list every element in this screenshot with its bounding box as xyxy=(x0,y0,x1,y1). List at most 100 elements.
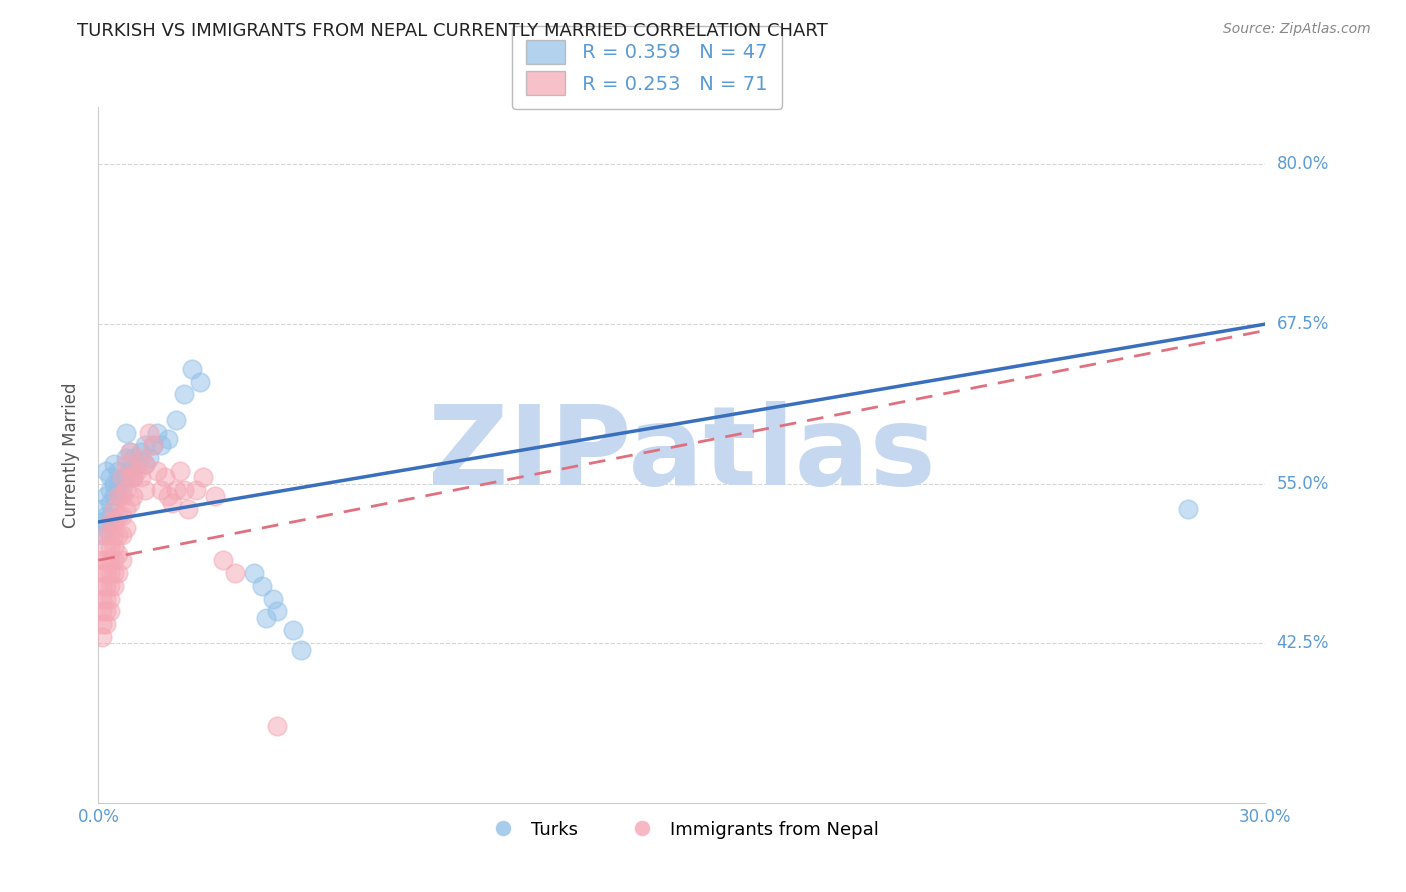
Point xyxy=(266,719,288,733)
Point xyxy=(134,438,156,452)
Point xyxy=(91,553,114,567)
Point xyxy=(118,496,141,510)
Point xyxy=(134,483,156,497)
Point xyxy=(290,642,312,657)
Point xyxy=(103,566,125,580)
Point xyxy=(91,566,114,580)
Point xyxy=(111,490,134,504)
Point xyxy=(103,490,125,504)
Point xyxy=(122,490,145,504)
Point xyxy=(103,476,125,491)
Point xyxy=(98,496,121,510)
Point xyxy=(107,566,129,580)
Point xyxy=(91,527,114,541)
Point xyxy=(91,604,114,618)
Point xyxy=(103,553,125,567)
Point xyxy=(103,458,125,472)
Point xyxy=(96,508,118,523)
Point xyxy=(129,470,152,484)
Text: 80.0%: 80.0% xyxy=(1277,155,1329,173)
Point xyxy=(173,483,195,497)
Point xyxy=(118,444,141,458)
Point xyxy=(122,470,145,484)
Point xyxy=(96,553,118,567)
Point xyxy=(165,483,187,497)
Point xyxy=(96,527,118,541)
Point xyxy=(266,604,288,618)
Point xyxy=(129,444,152,458)
Point xyxy=(98,591,121,606)
Text: 55.0%: 55.0% xyxy=(1277,475,1329,492)
Point xyxy=(193,470,215,484)
Point xyxy=(98,541,121,555)
Point xyxy=(134,458,156,472)
Point xyxy=(103,515,125,529)
Point xyxy=(111,483,134,497)
Point xyxy=(98,553,121,567)
Point xyxy=(103,541,125,555)
Text: 42.5%: 42.5% xyxy=(1277,634,1329,652)
Point xyxy=(96,617,118,632)
Point xyxy=(96,490,118,504)
Point xyxy=(250,579,273,593)
Point xyxy=(98,527,121,541)
Point xyxy=(180,361,202,376)
Point xyxy=(118,464,141,478)
Point xyxy=(91,617,114,632)
Point xyxy=(107,490,129,504)
Point xyxy=(204,490,226,504)
Point xyxy=(146,464,169,478)
Point xyxy=(169,464,191,478)
Legend: Turks, Immigrants from Nepal: Turks, Immigrants from Nepal xyxy=(477,814,887,846)
Point xyxy=(111,553,134,567)
Point xyxy=(96,579,118,593)
Point xyxy=(114,458,136,472)
Point xyxy=(107,508,129,523)
Point xyxy=(103,579,125,593)
Point xyxy=(98,508,121,523)
Point xyxy=(96,604,118,618)
Point xyxy=(127,464,149,478)
Point xyxy=(281,624,304,638)
Point xyxy=(107,527,129,541)
Point xyxy=(103,527,125,541)
Point xyxy=(118,470,141,484)
Point xyxy=(146,425,169,440)
Point xyxy=(107,476,129,491)
Point xyxy=(114,521,136,535)
Text: ZIPatlas: ZIPatlas xyxy=(427,401,936,508)
Point xyxy=(127,458,149,472)
Point xyxy=(162,496,184,510)
Point xyxy=(98,566,121,580)
Point xyxy=(254,610,277,624)
Point xyxy=(134,458,156,472)
Point xyxy=(114,425,136,440)
Point xyxy=(98,604,121,618)
Point xyxy=(142,438,165,452)
Point xyxy=(138,451,160,466)
Point xyxy=(138,425,160,440)
Point xyxy=(111,527,134,541)
Y-axis label: Currently Married: Currently Married xyxy=(62,382,80,528)
Point xyxy=(114,483,136,497)
Point xyxy=(98,579,121,593)
Point xyxy=(111,470,134,484)
Point xyxy=(107,464,129,478)
Point xyxy=(96,521,118,535)
Point xyxy=(149,438,172,452)
Point xyxy=(91,591,114,606)
Point xyxy=(111,470,134,484)
Point xyxy=(224,566,246,580)
Point xyxy=(111,508,134,523)
Point xyxy=(142,438,165,452)
Point xyxy=(91,630,114,644)
Point xyxy=(177,502,200,516)
Point xyxy=(173,387,195,401)
Point xyxy=(96,464,118,478)
Point xyxy=(262,591,284,606)
Text: 67.5%: 67.5% xyxy=(1277,315,1329,333)
Point xyxy=(96,566,118,580)
Point xyxy=(129,451,152,466)
Point xyxy=(91,502,114,516)
Point xyxy=(184,483,207,497)
